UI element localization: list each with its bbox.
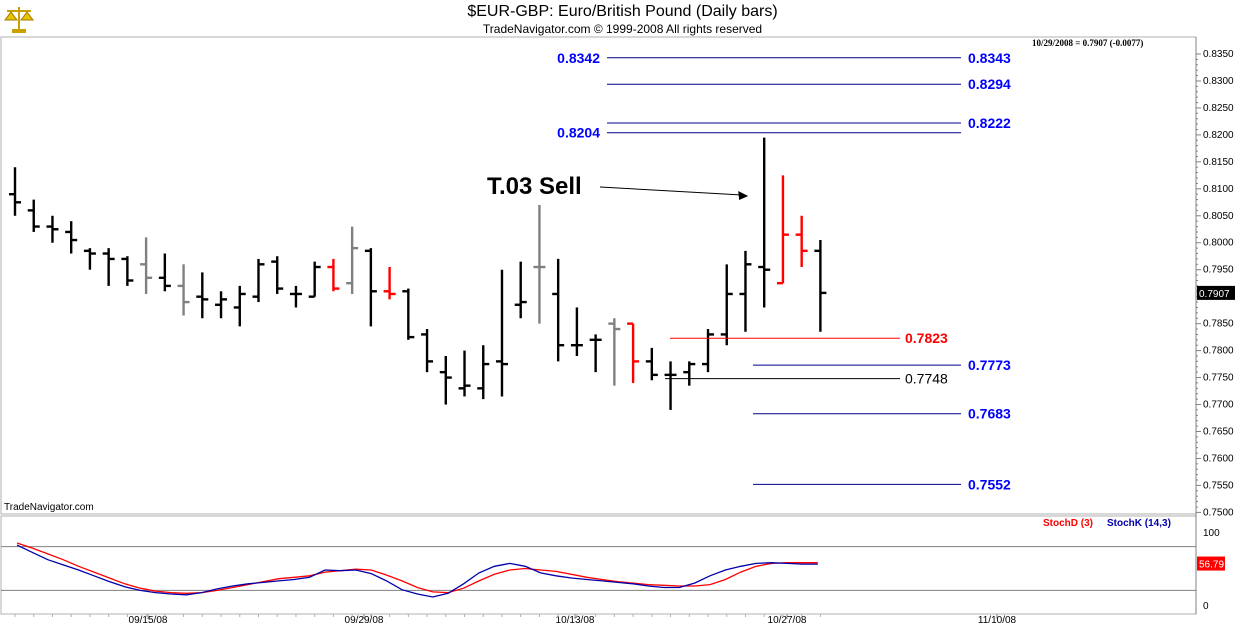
level-label: 0.8343 bbox=[968, 50, 1011, 66]
y-tick-label: 0.7700 bbox=[1203, 400, 1234, 411]
level-label: 0.7748 bbox=[905, 371, 948, 387]
brand-label: TradeNavigator.com bbox=[4, 502, 94, 513]
annotation-arrowhead bbox=[738, 191, 749, 200]
y-tick-label: 0.7600 bbox=[1203, 453, 1234, 464]
level-label-left: 0.8342 bbox=[557, 50, 600, 66]
y-tick-label: 0.7850 bbox=[1203, 319, 1234, 330]
level-label: 0.8222 bbox=[968, 115, 1011, 131]
y-tick-label: 0.7650 bbox=[1203, 426, 1234, 437]
signal-annotation: T.03 Sell bbox=[487, 173, 582, 200]
y-tick-label: 0.7800 bbox=[1203, 346, 1234, 357]
annotation-arrow-line bbox=[599, 186, 743, 196]
legend-stochd: StochD (3) bbox=[1043, 518, 1093, 529]
level-label: 0.7823 bbox=[905, 330, 948, 346]
y-tick-label: 0.7750 bbox=[1203, 373, 1234, 384]
stochk-line bbox=[16, 544, 818, 598]
y-tick-label: 0.8350 bbox=[1203, 49, 1234, 60]
legend-stochk: StochK (14,3) bbox=[1107, 518, 1171, 529]
x-tick-label: 11/10/08 bbox=[978, 615, 1017, 626]
y-tick-label: 0.8000 bbox=[1203, 238, 1234, 249]
y-tick-label: 0.8250 bbox=[1203, 103, 1234, 114]
last-price-box bbox=[1197, 285, 1235, 300]
last-price-label: 0.7907 bbox=[1199, 289, 1230, 300]
y-tick-label: 0.8150 bbox=[1203, 157, 1234, 168]
y-tick-label: 0.7950 bbox=[1203, 265, 1234, 276]
scales-icon bbox=[3, 3, 35, 35]
stoch-y-tick-label: 0 bbox=[1203, 601, 1209, 612]
level-label: 0.7552 bbox=[968, 476, 1011, 492]
last-value-readout: 10/29/2008 = 0.7907 (-0.0077) bbox=[1032, 38, 1144, 48]
x-tick-label: 09/15/08 bbox=[129, 615, 168, 626]
y-tick-label: 0.8050 bbox=[1203, 211, 1234, 222]
page-title: $EUR-GBP: Euro/British Pound (Daily bars… bbox=[467, 3, 778, 20]
x-tick-label: 09/29/08 bbox=[345, 615, 384, 626]
stoch-panel-frame bbox=[0, 515, 1197, 615]
level-label-left: 0.8204 bbox=[557, 125, 600, 141]
y-tick-label: 0.8200 bbox=[1203, 130, 1234, 141]
stochd-line bbox=[16, 542, 818, 594]
stoch-last-value-label: 56.79 bbox=[1199, 560, 1224, 571]
y-tick-label: 0.8100 bbox=[1203, 184, 1234, 195]
y-tick-label: 0.7550 bbox=[1203, 480, 1234, 491]
stoch-y-tick-label: 100 bbox=[1203, 528, 1220, 539]
x-tick-label: 10/27/08 bbox=[768, 615, 807, 626]
y-tick-label: 0.7500 bbox=[1203, 507, 1234, 518]
level-label: 0.8294 bbox=[968, 76, 1011, 92]
x-tick-label: 10/13/08 bbox=[556, 615, 595, 626]
level-label: 0.7683 bbox=[968, 406, 1011, 422]
price-panel-frame bbox=[0, 36, 1197, 515]
y-tick-label: 0.8300 bbox=[1203, 76, 1234, 87]
stoch-last-value-box bbox=[1197, 556, 1225, 571]
copyright-text: TradeNavigator.com © 1999-2008 All right… bbox=[482, 22, 763, 36]
level-label: 0.7773 bbox=[968, 357, 1011, 373]
